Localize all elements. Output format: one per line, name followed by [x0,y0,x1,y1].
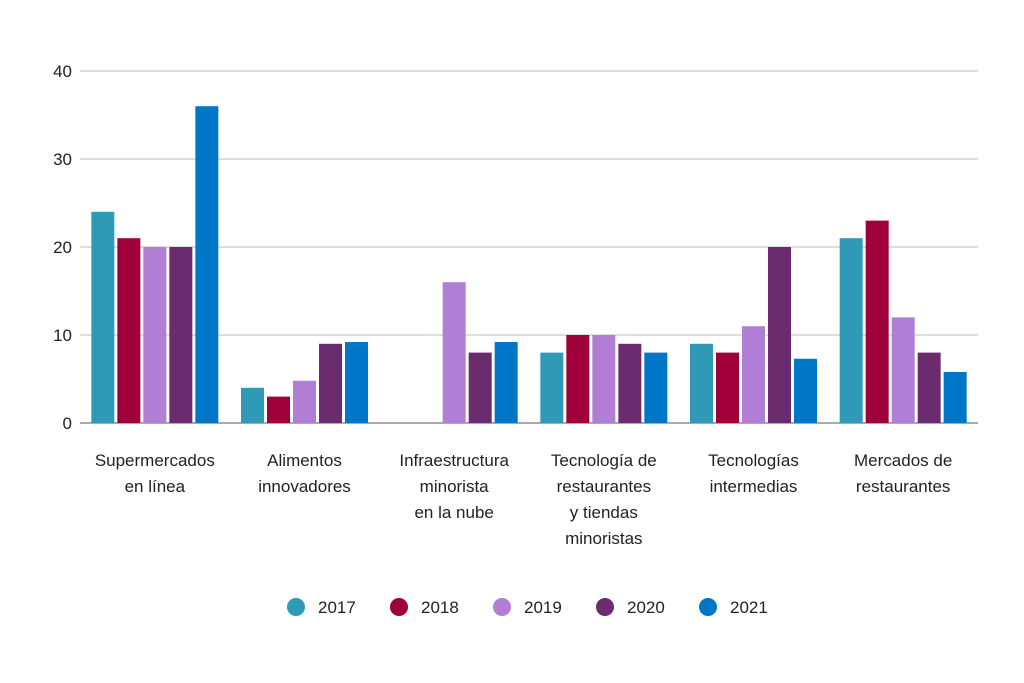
y-tick-label: 40 [53,62,72,81]
category-label-line: minoristas [565,529,642,548]
bar-2021-cat-4 [794,358,817,423]
bar-2017-cat-0 [91,211,115,423]
bar-2017-cat-4 [690,343,713,423]
bar-2018-cat-0 [117,238,141,423]
y-tick-label: 10 [53,326,72,345]
category-label-line: Tecnología de [551,451,657,470]
legend: 2017 2018 2019 2020 2021 [287,598,768,617]
bar-2017-cat-3 [540,352,564,423]
category-label-line: Mercados de [854,451,952,470]
legend-label-2017: 2017 [318,598,356,617]
category-labels: Supermercados en línea Alimentos innovadore… [95,451,952,548]
category-label-line: restaurantes [856,477,951,496]
bar-2020-cat-3 [618,343,642,423]
bar-2018-cat-3 [566,335,590,423]
category-label-line: restaurantes [557,477,652,496]
legend-label-2019: 2019 [524,598,562,617]
legend-swatch-2018 [390,598,408,616]
category-label-line: Infraestructura [399,451,509,470]
bar-2019-cat-5 [891,317,915,423]
category-label-line: innovadores [258,477,351,496]
bar-2019-cat-3 [592,335,616,423]
gridlines [80,70,978,424]
bar-2020-cat-2 [468,352,492,423]
bars [91,106,967,423]
bar-2020-cat-5 [917,352,941,423]
category-label-line: en la nube [414,503,493,522]
legend-swatch-2021 [699,598,717,616]
bar-2019-cat-4 [742,326,765,423]
category-label-line: en línea [125,477,186,496]
legend-label-2018: 2018 [421,598,459,617]
bar-2018-cat-1 [267,396,290,423]
bar-2021-cat-1 [345,342,368,423]
legend-label-2021: 2021 [730,598,768,617]
category-label: Tecnología de restaurantes y tiendas minori… [551,451,657,548]
bar-2019-cat-1 [293,380,316,423]
bar-2019-cat-2 [442,282,466,423]
bar-2017-cat-1 [241,387,264,423]
bar-2017-cat-5 [839,238,863,423]
category-label: Tecnologías intermedias [708,451,799,496]
bar-2018-cat-5 [865,220,889,423]
category-label-line: minorista [420,477,490,496]
bar-2020-cat-4 [768,247,791,423]
category-label: Alimentos innovadores [258,451,351,496]
category-label-line: Alimentos [267,451,342,470]
y-axis-ticks: 0 10 20 30 40 [53,62,72,433]
bar-2018-cat-4 [716,352,739,423]
category-label-line: intermedias [710,477,798,496]
legend-swatch-2020 [596,598,614,616]
category-label: Supermercados en línea [95,451,215,496]
bar-2019-cat-0 [143,247,167,423]
category-label-line: Tecnologías [708,451,799,470]
bar-2020-cat-0 [169,247,193,423]
category-label: Infraestructura minorista en la nube [399,451,509,522]
y-tick-label: 20 [53,238,72,257]
category-label: Mercados de restaurantes [854,451,952,496]
bar-2021-cat-0 [195,106,219,423]
bar-2021-cat-2 [494,342,518,423]
bar-2021-cat-3 [644,352,668,423]
category-label-line: y tiendas [570,503,638,522]
bar-2021-cat-5 [943,371,967,423]
bar-2020-cat-1 [319,343,342,423]
category-label-line: Supermercados [95,451,215,470]
legend-swatch-2017 [287,598,305,616]
y-tick-label: 0 [63,414,72,433]
legend-swatch-2019 [493,598,511,616]
y-tick-label: 30 [53,150,72,169]
legend-label-2020: 2020 [627,598,665,617]
